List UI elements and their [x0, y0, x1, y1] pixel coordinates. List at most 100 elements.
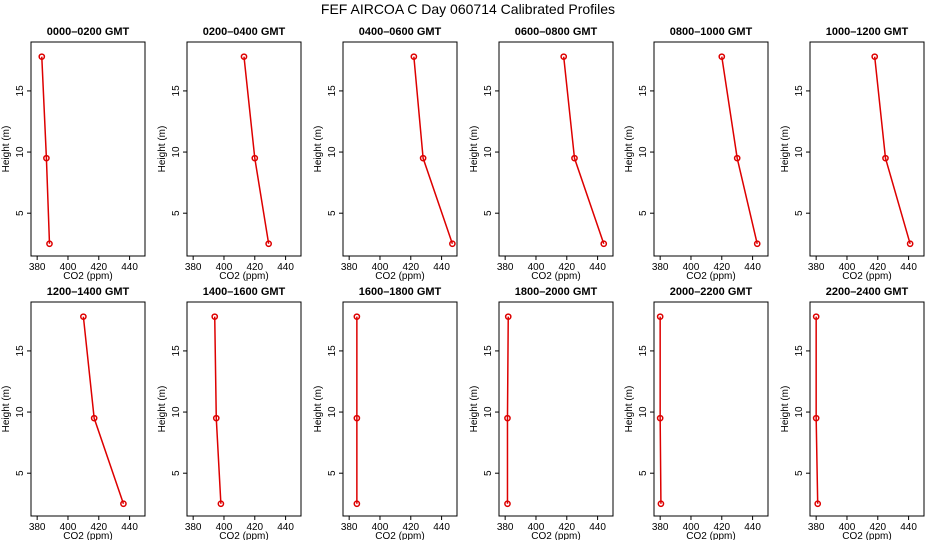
y-tick-label: 10 — [483, 146, 494, 158]
x-axis-label: CO2 (ppm) — [63, 271, 112, 282]
x-axis-label: CO2 (ppm) — [219, 531, 268, 540]
panel-title: 1800–2000 GMT — [515, 286, 598, 298]
y-tick-label: 10 — [15, 406, 26, 418]
x-tick-label: 380 — [497, 262, 514, 273]
x-tick-label: 400 — [528, 262, 545, 273]
data-point — [657, 500, 665, 508]
chart-panel: 1000–1200 GMT 380 400 420 440 5 10 15 CO2 (ppm) H… — [780, 26, 925, 282]
data-point — [504, 500, 511, 508]
data-point — [265, 240, 272, 248]
x-tick-label: 380 — [808, 522, 825, 533]
series-line — [873, 56, 911, 244]
x-axis-label: CO2 (ppm) — [686, 531, 735, 540]
y-tick-label: 10 — [327, 146, 338, 158]
data-point — [43, 154, 50, 162]
x-axis-label: CO2 (ppm) — [63, 531, 112, 540]
chart-panel: 0200–0400 GMT 380 400 420 440 5 10 15 CO2 (ppm) H… — [157, 26, 302, 282]
y-tick-label: 5 — [483, 470, 494, 476]
y-tick-label: 15 — [794, 85, 805, 97]
x-tick-label: 440 — [277, 522, 294, 533]
data-point — [217, 500, 225, 508]
x-axis-label: CO2 (ppm) — [531, 271, 580, 282]
data-point — [812, 313, 820, 321]
data-point — [80, 313, 87, 321]
x-tick-label: 400 — [216, 262, 233, 273]
x-axis-label: CO2 (ppm) — [375, 531, 424, 540]
y-tick-label: 5 — [171, 210, 182, 216]
plot-frame — [653, 301, 769, 517]
x-tick-label: 440 — [121, 522, 138, 533]
data-point — [504, 414, 511, 422]
x-axis-label: CO2 (ppm) — [842, 531, 891, 540]
data-point — [718, 53, 726, 61]
series-line — [413, 56, 454, 245]
x-tick-label: 420 — [402, 522, 419, 533]
x-tick-label: 400 — [216, 522, 233, 533]
series-line — [243, 56, 270, 244]
chart-panel: 1600–1800 GMT 380 400 420 440 5 10 15 CO2 (ppm) H… — [313, 286, 458, 540]
y-tick-label: 10 — [171, 146, 182, 158]
x-tick-label: 400 — [60, 522, 77, 533]
data-point — [449, 240, 456, 248]
y-tick-label: 15 — [638, 345, 649, 357]
data-point — [211, 313, 219, 321]
panel-title: 0000–0200 GMT — [47, 26, 130, 38]
x-tick-label: 380 — [341, 522, 358, 533]
x-tick-label: 440 — [744, 262, 761, 273]
x-tick-label: 380 — [497, 522, 514, 533]
x-tick-label: 440 — [744, 522, 761, 533]
data-point — [812, 414, 820, 422]
y-tick-label: 10 — [638, 406, 649, 418]
data-point — [560, 53, 568, 61]
y-tick-label: 10 — [638, 146, 649, 158]
chart-panel: 1400–1600 GMT 380 400 420 440 5 10 15 CO2 (ppm) H… — [157, 286, 302, 540]
chart-panel: 0800–1000 GMT 380 400 420 440 5 10 15 CO2 (ppm) H… — [624, 26, 769, 282]
x-tick-label: 400 — [60, 262, 77, 273]
x-axis-label: CO2 (ppm) — [219, 271, 268, 282]
y-tick-label: 5 — [15, 470, 26, 476]
y-tick-label: 5 — [15, 210, 26, 216]
y-axis-label: Height (m) — [780, 126, 791, 173]
x-tick-label: 400 — [683, 262, 700, 273]
series-line — [815, 316, 819, 504]
data-point — [656, 313, 664, 321]
plot-frame — [498, 41, 614, 257]
y-tick-label: 5 — [794, 470, 805, 476]
data-point — [571, 154, 578, 162]
y-tick-label: 15 — [483, 85, 494, 97]
chart-panel: 2200–2400 GMT 380 400 420 440 5 10 15 CO2 (ppm) H… — [780, 286, 925, 540]
data-point — [733, 154, 741, 162]
y-axis-label: Height (m) — [469, 386, 480, 433]
panel-title: 0600–0800 GMT — [515, 26, 598, 38]
x-tick-label: 380 — [652, 262, 669, 273]
x-tick-label: 420 — [402, 262, 419, 273]
series-line — [82, 316, 125, 505]
x-tick-label: 440 — [433, 522, 450, 533]
y-tick-label: 5 — [483, 210, 494, 216]
x-tick-label: 420 — [713, 522, 730, 533]
panel-title: 1200–1400 GMT — [47, 286, 130, 298]
plot-frame — [653, 41, 769, 257]
x-tick-label: 420 — [90, 262, 107, 273]
x-tick-label: 440 — [121, 262, 138, 273]
data-point — [240, 53, 248, 61]
x-tick-label: 400 — [683, 522, 700, 533]
y-tick-label: 5 — [638, 210, 649, 216]
x-axis-label: CO2 (ppm) — [842, 271, 891, 282]
y-tick-label: 10 — [794, 146, 805, 158]
panel-title: 1600–1800 GMT — [359, 286, 442, 298]
y-tick-label: 5 — [327, 470, 338, 476]
x-tick-label: 420 — [713, 262, 730, 273]
plot-frame — [809, 301, 925, 517]
y-tick-label: 10 — [483, 406, 494, 418]
chart-panel: 1200–1400 GMT 380 400 420 440 5 10 15 CO2 (ppm) H… — [1, 286, 146, 540]
x-tick-label: 420 — [246, 262, 263, 273]
series-line — [562, 56, 605, 245]
x-tick-label: 440 — [900, 262, 917, 273]
y-tick-label: 10 — [794, 406, 805, 418]
x-axis-label: CO2 (ppm) — [531, 531, 580, 540]
panel-title: 2200–2400 GMT — [826, 286, 909, 298]
x-tick-label: 380 — [29, 522, 46, 533]
y-tick-label: 15 — [327, 85, 338, 97]
x-tick-label: 440 — [589, 262, 606, 273]
